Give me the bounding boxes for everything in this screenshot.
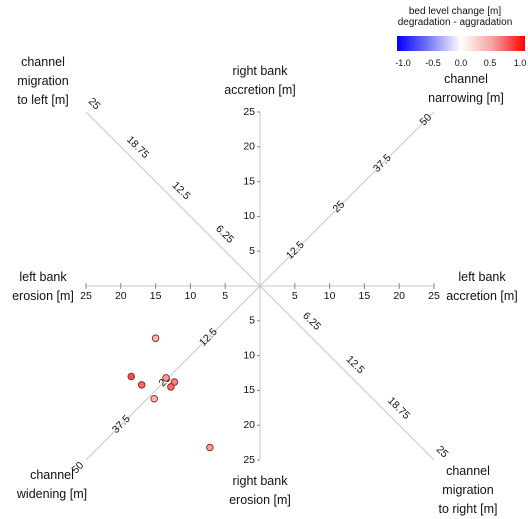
scatter-point	[151, 334, 160, 342]
tick-label: 5	[249, 315, 255, 327]
tick-label: 25	[243, 106, 255, 118]
legend-tick: 0.5	[483, 58, 497, 68]
scatter-point	[127, 372, 135, 381]
label-bottom: right bank erosion [m]	[229, 474, 291, 507]
tick-label: 5	[292, 290, 298, 302]
scatter-point	[137, 381, 146, 389]
tick-label: 25	[428, 290, 440, 302]
legend-tick: 0.0	[454, 58, 468, 68]
tick-label: 25	[86, 95, 103, 112]
tick-label: 25	[243, 454, 255, 466]
legend-tick: 1.0	[513, 58, 527, 68]
tick-label: 5	[222, 290, 228, 302]
tick-label: 20	[115, 290, 127, 302]
tick-label: 20	[393, 290, 405, 302]
legend-colorbar	[397, 36, 525, 51]
tick-label: 15	[243, 175, 255, 187]
label-bottom-right: channel migration to right [m]	[438, 464, 498, 516]
tick-label: 10	[243, 210, 255, 222]
legend-tick: -1.0	[395, 58, 411, 68]
label-top: right bank accretion [m]	[224, 64, 296, 97]
label-left: left bank erosion [m]	[12, 270, 74, 303]
tick-label: 25	[80, 290, 92, 302]
label-bottom-left: channel widening [m]	[16, 468, 88, 501]
scatter-point	[206, 443, 214, 452]
tick-label: 15	[243, 384, 255, 396]
label-top-right: channel narrowing [m]	[428, 72, 504, 105]
tick-label: 20	[243, 141, 255, 153]
tick-label: 18.75	[385, 395, 412, 422]
scatter-point	[150, 395, 158, 403]
legend-tick: -0.5	[425, 58, 441, 68]
scatter-point	[162, 374, 170, 382]
label-right: left bank accretion [m]	[446, 270, 518, 303]
tick-label: 10	[243, 349, 255, 361]
scatter-point	[167, 383, 175, 391]
tick-label: 10	[324, 290, 336, 302]
tick-label: 5	[249, 245, 255, 257]
tick-label: 10	[185, 290, 197, 302]
legend-title: bed level change [m] degradation - aggra…	[397, 6, 513, 28]
tick-label: 15	[359, 290, 371, 302]
label-top-left: channel migration to left [m]	[17, 55, 69, 107]
tick-label: 20	[243, 419, 255, 431]
tick-label: 15	[150, 290, 162, 302]
axis-diagonal-tr-bl	[85, 111, 435, 461]
tick-label: 25	[434, 443, 451, 460]
tick-label: 18.75	[124, 134, 151, 161]
